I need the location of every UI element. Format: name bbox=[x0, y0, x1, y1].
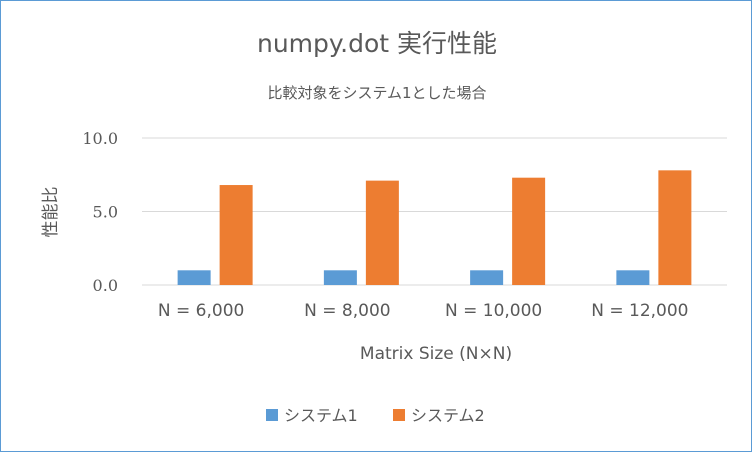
chart-subtitle: 比較対象をシステム1とした場合 bbox=[267, 84, 486, 102]
bars bbox=[177, 170, 692, 285]
y-tick-label: 10.0 bbox=[82, 129, 118, 148]
y-tick-labels: 0.0 5.0 10.0 bbox=[82, 129, 118, 295]
x-category-label: N = 6,000 bbox=[158, 301, 244, 321]
y-tick-label: 5.0 bbox=[93, 203, 118, 222]
legend-label: システム1 bbox=[284, 406, 358, 425]
legend: システム1 システム2 bbox=[266, 406, 485, 425]
bar-series2-2 bbox=[365, 180, 399, 285]
bar-series1-2 bbox=[323, 270, 357, 285]
bar-series1-3 bbox=[470, 270, 504, 285]
x-axis-label: Matrix Size (N×N) bbox=[360, 344, 512, 364]
legend-label: システム2 bbox=[411, 406, 485, 425]
chart-title: numpy.dot 実行性能 bbox=[257, 29, 497, 58]
category-labels: N = 6,000 N = 8,000 N = 10,000 N = 12,000 bbox=[158, 301, 689, 321]
legend-swatch bbox=[266, 409, 278, 421]
x-category-label: N = 10,000 bbox=[445, 301, 542, 321]
bar-series2-4 bbox=[658, 170, 692, 285]
x-category-label: N = 8,000 bbox=[304, 301, 390, 321]
bar-series2-3 bbox=[512, 177, 546, 285]
x-category-label: N = 12,000 bbox=[591, 301, 688, 321]
bar-series1-1 bbox=[177, 270, 211, 285]
y-tick-label: 0.0 bbox=[93, 276, 118, 295]
bar-series2-1 bbox=[219, 185, 253, 285]
bar-series1-4 bbox=[616, 270, 650, 285]
y-axis-label: 性能比 bbox=[41, 187, 61, 238]
legend-swatch bbox=[393, 409, 405, 421]
